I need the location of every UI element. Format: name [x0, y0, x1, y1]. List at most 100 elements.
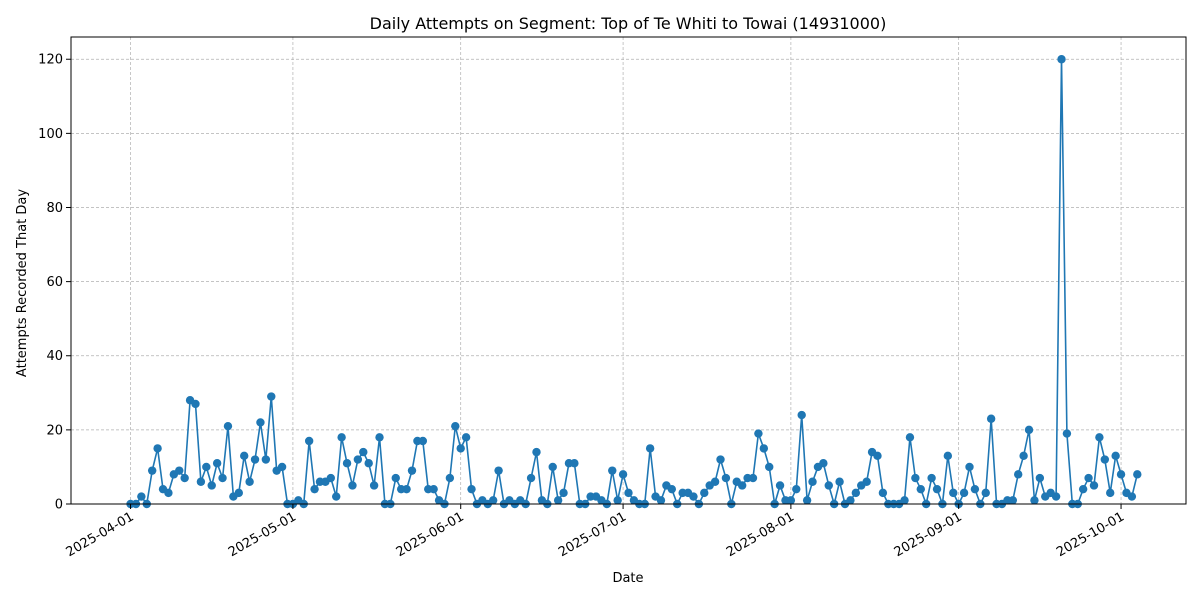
data-point	[624, 488, 633, 498]
data-point	[1100, 455, 1110, 464]
data-point	[754, 429, 763, 438]
data-point	[667, 484, 676, 494]
data-point	[613, 496, 622, 505]
data-point	[716, 455, 725, 464]
data-point	[467, 484, 476, 494]
data-point	[986, 414, 996, 423]
data-point	[267, 392, 276, 401]
y-tick-label: 100	[38, 127, 63, 142]
data-point	[348, 481, 357, 490]
data-point	[959, 488, 969, 498]
data-point	[1106, 488, 1115, 498]
data-point	[873, 451, 882, 461]
data-point	[418, 436, 428, 446]
data-point	[451, 421, 460, 431]
data-point	[792, 484, 801, 494]
data-point	[1035, 473, 1045, 483]
data-point	[1089, 481, 1099, 490]
data-point	[526, 473, 536, 483]
data-point	[1024, 425, 1034, 435]
data-point	[689, 492, 698, 501]
y-tick-label: 40	[46, 349, 63, 364]
data-point	[164, 488, 173, 498]
data-point	[337, 433, 346, 442]
data-point	[710, 477, 720, 486]
data-point	[981, 488, 990, 498]
data-point	[369, 481, 379, 490]
data-point	[645, 444, 655, 453]
data-point	[1051, 492, 1061, 501]
y-tick-label: 0	[55, 498, 63, 513]
data-point	[429, 484, 438, 494]
data-point	[212, 459, 222, 468]
x-tick-label: 2025-07-01	[556, 509, 629, 560]
data-point	[359, 447, 368, 457]
data-point	[456, 444, 465, 453]
data-point	[721, 473, 731, 483]
data-point	[819, 459, 828, 468]
x-tick-label: 2025-09-01	[892, 509, 965, 560]
data-point	[759, 444, 769, 453]
data-point	[965, 462, 974, 472]
data-point	[310, 484, 319, 494]
data-point	[927, 473, 936, 483]
data-point	[250, 455, 260, 464]
data-point	[1030, 496, 1039, 505]
data-point	[196, 477, 206, 486]
data-point	[137, 492, 146, 501]
chart-title: Daily Attempts on Segment: Top of Te Whi…	[370, 14, 887, 33]
data-point	[553, 496, 563, 505]
data-point	[332, 492, 341, 501]
data-point	[1095, 433, 1104, 442]
x-tick-label: 2025-06-01	[394, 509, 467, 560]
data-point	[304, 436, 314, 446]
data-point	[608, 466, 617, 475]
data-point	[245, 477, 254, 486]
plot-frame	[70, 36, 1187, 505]
y-tick-label: 80	[46, 201, 63, 216]
data-point	[202, 462, 211, 472]
data-point	[461, 433, 471, 442]
data-point	[1111, 451, 1120, 461]
grid-lines	[71, 37, 1186, 505]
x-tick-label: 2025-05-01	[226, 509, 299, 560]
data-point	[353, 455, 363, 464]
data-point	[488, 496, 498, 505]
y-tick-label: 20	[46, 423, 63, 438]
data-point	[364, 459, 373, 468]
data-point	[223, 421, 233, 431]
data-point	[1116, 470, 1126, 479]
data-point	[835, 477, 844, 486]
data-point	[532, 447, 541, 457]
data-point	[402, 484, 411, 494]
data-point	[1008, 496, 1017, 505]
data-point	[802, 496, 812, 505]
data-point	[261, 455, 271, 464]
data-point	[207, 481, 216, 490]
data-point	[618, 470, 628, 479]
data-point	[786, 496, 796, 505]
data-point	[180, 473, 189, 483]
x-tick-label: 2025-10-01	[1054, 509, 1127, 560]
data-point	[916, 484, 925, 494]
data-point	[846, 496, 855, 505]
y-axis-label: Attempts Recorded That Day	[15, 189, 30, 377]
data-point	[878, 488, 888, 498]
y-tick-label: 60	[46, 275, 63, 290]
data-point	[326, 473, 336, 483]
data-point	[775, 481, 785, 490]
data-point	[494, 466, 503, 475]
data-point	[559, 488, 568, 498]
data-point	[342, 459, 352, 468]
data-point	[375, 433, 384, 442]
data-point	[1127, 492, 1137, 501]
data-point	[1057, 55, 1066, 64]
data-point	[153, 444, 162, 453]
data-point	[548, 462, 557, 472]
data-point	[218, 473, 227, 483]
data-point	[932, 484, 942, 494]
data-point	[808, 477, 817, 486]
data-point	[256, 418, 265, 427]
data-point	[391, 473, 400, 483]
